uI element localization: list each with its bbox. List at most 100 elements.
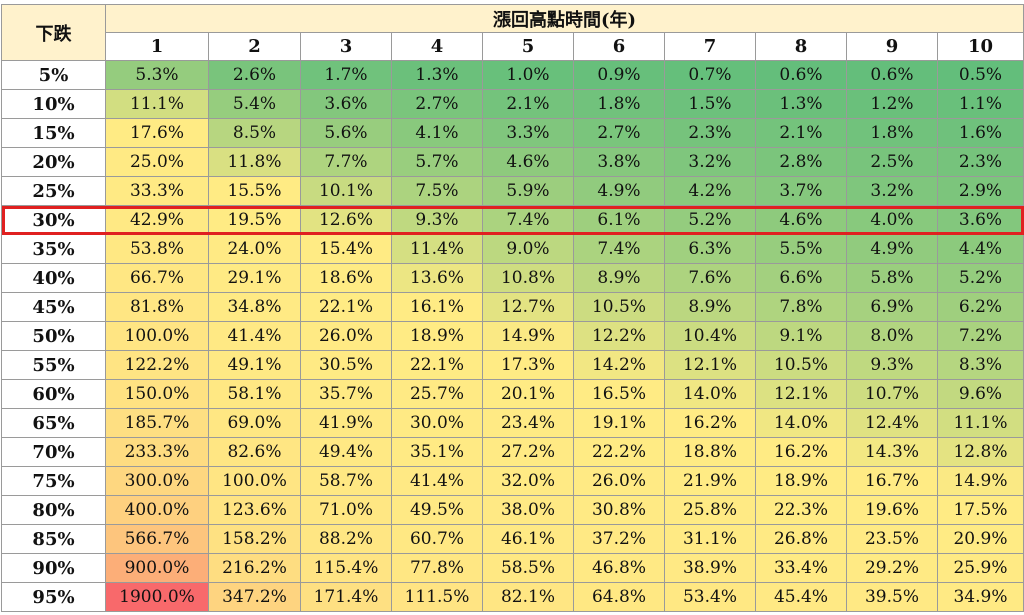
heatmap-cell: 347.2% <box>208 582 301 612</box>
column-header: 9 <box>846 32 938 61</box>
heatmap-cell: 400.0% <box>105 495 209 525</box>
heatmap-cell: 4.1% <box>391 118 483 148</box>
heatmap-cell: 1.8% <box>846 118 938 148</box>
heatmap-cell: 38.0% <box>482 495 574 525</box>
heatmap-cell: 0.6% <box>846 60 938 90</box>
heatmap-cell: 30.5% <box>300 350 392 380</box>
heatmap-cell: 25.7% <box>391 379 483 409</box>
heatmap-cell: 0.7% <box>664 60 756 90</box>
heatmap-cell: 22.2% <box>573 437 665 467</box>
heatmap-cell: 7.2% <box>937 321 1024 351</box>
heatmap-cell: 2.9% <box>937 176 1024 206</box>
heatmap-cell: 6.1% <box>573 205 665 235</box>
heatmap-cell: 46.1% <box>482 524 574 554</box>
heatmap-cell: 12.2% <box>573 321 665 351</box>
heatmap-cell: 35.7% <box>300 379 392 409</box>
heatmap-cell: 81.8% <box>105 292 209 322</box>
heatmap-cell: 7.7% <box>300 147 392 177</box>
heatmap-cell: 26.0% <box>573 466 665 496</box>
heatmap-cell: 69.0% <box>208 408 301 438</box>
heatmap-cell: 5.7% <box>391 147 483 177</box>
heatmap-cell: 26.0% <box>300 321 392 351</box>
heatmap-cell: 17.3% <box>482 350 574 380</box>
heatmap-cell: 5.5% <box>755 234 847 264</box>
heatmap-cell: 27.2% <box>482 437 574 467</box>
heatmap-cell: 16.5% <box>573 379 665 409</box>
heatmap-cell: 71.0% <box>300 495 392 525</box>
heatmap-cell: 2.1% <box>482 89 574 119</box>
heatmap-cell: 58.7% <box>300 466 392 496</box>
heatmap-cell: 8.9% <box>573 263 665 293</box>
row-label: 5% <box>1 60 106 90</box>
heatmap-cell: 23.5% <box>846 524 938 554</box>
table-row: 5% 5.3% 2.6% 1.7% 1.3% 1.0% 0.9% 0.7% 0.6% 0.6% 0.… <box>1 60 1024 90</box>
heatmap-cell: 35.1% <box>391 437 483 467</box>
heatmap-cell: 300.0% <box>105 466 209 496</box>
row-label: 75% <box>1 466 106 496</box>
row-label: 50% <box>1 321 106 351</box>
heatmap-cell: 100.0% <box>208 466 301 496</box>
heatmap-cell: 5.2% <box>937 263 1024 293</box>
table-row: 75% 300.0% 100.0% 58.7% 41.4% 32.0% 26.0% 21.9%… <box>1 466 1024 496</box>
heatmap-cell: 24.0% <box>208 234 301 264</box>
heatmap-cell: 7.4% <box>482 205 574 235</box>
heatmap-cell: 0.6% <box>755 60 847 90</box>
column-header: 1 <box>105 32 209 61</box>
table-row: 80% 400.0% 123.6% 71.0% 49.5% 38.0% 30.8% 25.8%… <box>1 495 1024 525</box>
heatmap-cell: 49.4% <box>300 437 392 467</box>
heatmap-cell: 21.9% <box>664 466 756 496</box>
table-row: 10% 11.1% 5.4% 3.6% 2.7% 2.1% 1.8% 1.5% 1.3% 1.2%… <box>1 89 1024 119</box>
row-label: 45% <box>1 292 106 322</box>
heatmap-cell: 566.7% <box>105 524 209 554</box>
heatmap-cell: 8.5% <box>208 118 301 148</box>
heatmap-cell: 10.5% <box>755 350 847 380</box>
heatmap-cell: 45.4% <box>755 582 847 612</box>
heatmap-cell: 14.0% <box>755 408 847 438</box>
heatmap-cell: 2.1% <box>755 118 847 148</box>
heatmap-cell: 1.3% <box>755 89 847 119</box>
heatmap-cell: 4.0% <box>846 205 938 235</box>
heatmap-cell: 18.9% <box>391 321 483 351</box>
heatmap-cell: 2.8% <box>755 147 847 177</box>
heatmap-cell: 3.7% <box>755 176 847 206</box>
row-label: 35% <box>1 234 106 264</box>
heatmap-cell: 900.0% <box>105 553 209 583</box>
row-label: 15% <box>1 118 106 148</box>
heatmap-cell: 7.6% <box>664 263 756 293</box>
heatmap-cell: 6.3% <box>664 234 756 264</box>
heatmap-cell: 39.5% <box>846 582 938 612</box>
heatmap-cell: 25.9% <box>937 553 1024 583</box>
heatmap-cell: 15.4% <box>300 234 392 264</box>
row-label: 25% <box>1 176 106 206</box>
column-header: 5 <box>482 32 574 61</box>
heatmap-cell: 34.8% <box>208 292 301 322</box>
heatmap-cell: 22.3% <box>755 495 847 525</box>
heatmap-cell: 17.6% <box>105 118 209 148</box>
heatmap-cell: 30.8% <box>573 495 665 525</box>
heatmap-cell: 3.2% <box>664 147 756 177</box>
heatmap-cell: 2.3% <box>937 147 1024 177</box>
heatmap-cell: 14.2% <box>573 350 665 380</box>
heatmap-cell: 122.2% <box>105 350 209 380</box>
row-label: 55% <box>1 350 106 380</box>
heatmap-cell: 115.4% <box>300 553 392 583</box>
heatmap-cell: 7.5% <box>391 176 483 206</box>
row-label: 10% <box>1 89 106 119</box>
chart-title: 漲回高點時間(年) <box>105 4 1024 33</box>
table-body: 5% 5.3% 2.6% 1.7% 1.3% 1.0% 0.9% 0.7% 0.6% 0.6% 0.… <box>1 60 1024 612</box>
heatmap-cell: 3.8% <box>573 147 665 177</box>
heatmap-cell: 12.4% <box>846 408 938 438</box>
heatmap-cell: 18.9% <box>755 466 847 496</box>
heatmap-cell: 19.6% <box>846 495 938 525</box>
heatmap-cell: 25.8% <box>664 495 756 525</box>
heatmap-cell: 216.2% <box>208 553 301 583</box>
heatmap-cell: 14.3% <box>846 437 938 467</box>
heatmap-cell: 16.1% <box>391 292 483 322</box>
heatmap-cell: 37.2% <box>573 524 665 554</box>
heatmap-cell: 4.6% <box>482 147 574 177</box>
heatmap-cell: 10.1% <box>300 176 392 206</box>
heatmap-cell: 58.5% <box>482 553 574 583</box>
row-label: 65% <box>1 408 106 438</box>
heatmap-cell: 22.1% <box>300 292 392 322</box>
